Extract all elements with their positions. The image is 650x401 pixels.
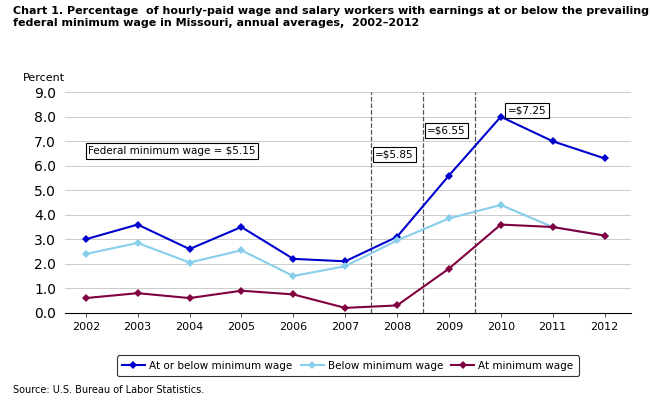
- At or below minimum wage: [289, 257, 297, 261]
- At minimum wage: [601, 233, 608, 238]
- At or below minimum wage: [497, 114, 504, 119]
- At or below minimum wage: [134, 222, 142, 227]
- Below minimum wage: [237, 248, 245, 253]
- At minimum wage: [341, 306, 349, 310]
- At or below minimum wage: [186, 247, 194, 251]
- Line: Below minimum wage: Below minimum wage: [83, 202, 607, 279]
- At or below minimum wage: [82, 237, 90, 242]
- Text: Chart 1. Percentage  of hourly-paid wage and salary workers with earnings at or : Chart 1. Percentage of hourly-paid wage …: [13, 6, 649, 16]
- At minimum wage: [237, 288, 245, 293]
- Below minimum wage: [341, 264, 349, 269]
- At minimum wage: [134, 291, 142, 296]
- Text: Source: U.S. Bureau of Labor Statistics.: Source: U.S. Bureau of Labor Statistics.: [13, 385, 204, 395]
- Below minimum wage: [393, 238, 401, 243]
- At minimum wage: [289, 292, 297, 297]
- Below minimum wage: [549, 225, 556, 229]
- Text: =$6.55: =$6.55: [427, 125, 466, 135]
- At minimum wage: [393, 303, 401, 308]
- At minimum wage: [497, 222, 504, 227]
- At minimum wage: [445, 266, 453, 271]
- Below minimum wage: [289, 273, 297, 278]
- Text: federal minimum wage in Missouri, annual averages,  2002–2012: federal minimum wage in Missouri, annual…: [13, 18, 419, 28]
- At or below minimum wage: [341, 259, 349, 264]
- At or below minimum wage: [393, 235, 401, 239]
- Text: =$5.85: =$5.85: [375, 150, 414, 160]
- At or below minimum wage: [237, 225, 245, 229]
- At or below minimum wage: [549, 139, 556, 144]
- At or below minimum wage: [445, 173, 453, 178]
- Line: At or below minimum wage: At or below minimum wage: [83, 114, 607, 264]
- Text: =$7.25: =$7.25: [508, 105, 546, 115]
- Below minimum wage: [445, 216, 453, 221]
- Legend: At or below minimum wage, Below minimum wage, At minimum wage: At or below minimum wage, Below minimum …: [117, 355, 578, 376]
- Below minimum wage: [497, 203, 504, 207]
- At or below minimum wage: [601, 156, 608, 161]
- Below minimum wage: [82, 251, 90, 256]
- Below minimum wage: [134, 241, 142, 245]
- At minimum wage: [186, 296, 194, 300]
- At minimum wage: [549, 225, 556, 229]
- Below minimum wage: [186, 260, 194, 265]
- Text: Federal minimum wage = $5.15: Federal minimum wage = $5.15: [88, 146, 256, 156]
- Text: Percent: Percent: [23, 73, 65, 83]
- At minimum wage: [82, 296, 90, 300]
- Below minimum wage: [601, 233, 608, 238]
- Line: At minimum wage: At minimum wage: [83, 222, 607, 311]
